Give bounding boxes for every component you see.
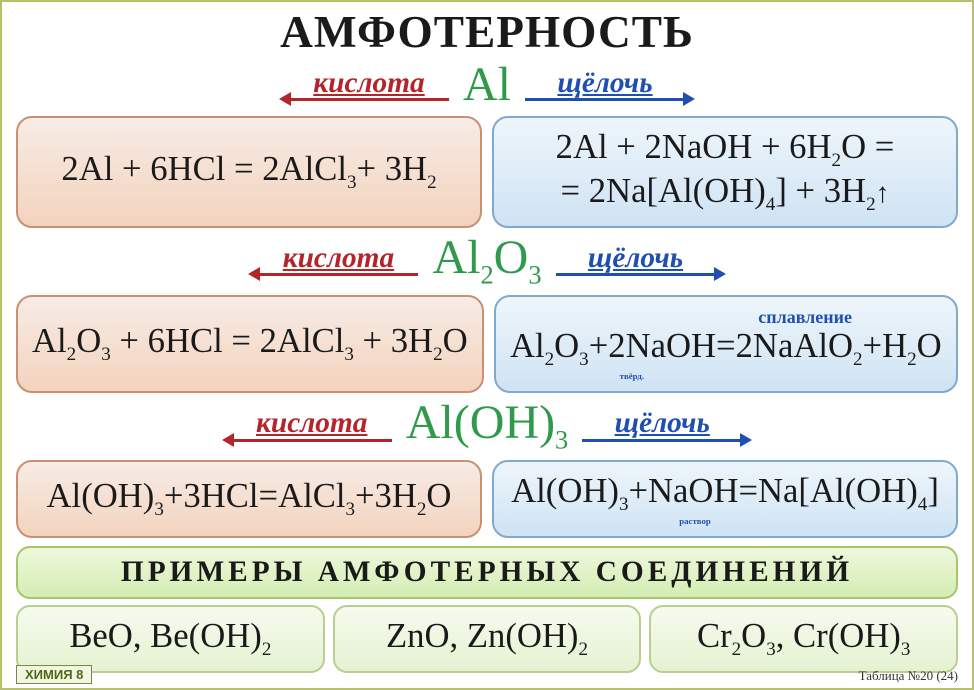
acid-label-1: кислота bbox=[313, 69, 424, 98]
acid-arrow-1: кислота bbox=[289, 69, 449, 101]
section-2-equations: Al2O3 + 6HCl = 2AlCl3 + 3H2O сплавление … bbox=[16, 295, 958, 394]
equation-text: Al2O3+2NaOH=2NaAlO2+H2O bbox=[510, 327, 942, 371]
footer: ХИМИЯ 8 Таблица №20 (24) bbox=[16, 665, 958, 684]
footer-left: ХИМИЯ 8 bbox=[16, 665, 92, 684]
base-label-3: щёлочь bbox=[615, 409, 710, 438]
center-formula-3: Al(OH)3 bbox=[406, 395, 569, 456]
equation-text: Al(OH)3+NaOH=Na[Al(OH)4] bbox=[511, 472, 939, 516]
center-formula-1: Al bbox=[463, 57, 511, 112]
acid-eq-3: Al(OH)3+3HCl=AlCl3+3H2O bbox=[16, 460, 482, 538]
base-arrow-3: щёлочь bbox=[582, 409, 742, 441]
equation-text: Al2O3 + 6HCl = 2AlCl3 + 3H2O bbox=[32, 322, 468, 366]
acid-arrow-2: кислота bbox=[258, 244, 418, 276]
equation-text: 2Al + 2NaOH + 6H2O = bbox=[556, 128, 895, 172]
equation-text: = 2Na[Al(OH)4] + 3H2↑ bbox=[561, 172, 890, 216]
example-item: Cr2O3, Cr(OH)3 bbox=[649, 605, 958, 673]
base-arrow-1: щёлочь bbox=[525, 69, 685, 101]
acid-eq-1: 2Al + 6HCl = 2AlCl3+ 3H2 bbox=[16, 116, 482, 228]
acid-label-3: кислота bbox=[256, 409, 367, 438]
annotation-top: сплавление bbox=[758, 307, 852, 328]
section-3-header: кислота Al(OH)3 щёлочь bbox=[16, 395, 958, 456]
base-eq-1: 2Al + 2NaOH + 6H2O = = 2Na[Al(OH)4] + 3H… bbox=[492, 116, 958, 228]
annotation-bottom: твёрд. bbox=[620, 371, 644, 381]
base-label-2: щёлочь bbox=[588, 244, 683, 273]
section-1-header: кислота Al щёлочь bbox=[16, 57, 958, 112]
example-item: BeO, Be(OH)2 bbox=[16, 605, 325, 673]
acid-eq-2: Al2O3 + 6HCl = 2AlCl3 + 3H2O bbox=[16, 295, 484, 394]
example-text: ZnO, Zn(OH)2 bbox=[386, 617, 588, 655]
annotation-bottom: раствор bbox=[679, 516, 711, 526]
acid-label-2: кислота bbox=[283, 244, 394, 273]
example-text: Cr2O3, Cr(OH)3 bbox=[697, 617, 910, 655]
footer-right: Таблица №20 (24) bbox=[859, 668, 958, 684]
examples-row: BeO, Be(OH)2 ZnO, Zn(OH)2 Cr2O3, Cr(OH)3 bbox=[16, 605, 958, 673]
equation-text: 2Al + 6HCl = 2AlCl3+ 3H2 bbox=[61, 150, 436, 194]
base-label-1: щёлочь bbox=[557, 69, 652, 98]
base-eq-3: Al(OH)3+NaOH=Na[Al(OH)4] раствор bbox=[492, 460, 958, 538]
acid-arrow-3: кислота bbox=[232, 409, 392, 441]
example-item: ZnO, Zn(OH)2 bbox=[333, 605, 642, 673]
equation-text: Al(OH)3+3HCl=AlCl3+3H2O bbox=[47, 477, 452, 521]
example-text: BeO, Be(OH)2 bbox=[69, 617, 271, 655]
center-formula-2: Al2O3 bbox=[432, 230, 541, 291]
base-arrow-2: щёлочь bbox=[556, 244, 716, 276]
section-2-header: кислота Al2O3 щёлочь bbox=[16, 230, 958, 291]
section-3-equations: Al(OH)3+3HCl=AlCl3+3H2O Al(OH)3+NaOH=Na[… bbox=[16, 460, 958, 538]
section-1-equations: 2Al + 6HCl = 2AlCl3+ 3H2 2Al + 2NaOH + 6… bbox=[16, 116, 958, 228]
examples-header: ПРИМЕРЫ АМФОТЕРНЫХ СОЕДИНЕНИЙ bbox=[16, 546, 958, 599]
page-title: АМФОТЕРНОСТЬ bbox=[16, 10, 958, 55]
base-eq-2: сплавление Al2O3+2NaOH=2NaAlO2+H2O твёрд… bbox=[494, 295, 958, 394]
